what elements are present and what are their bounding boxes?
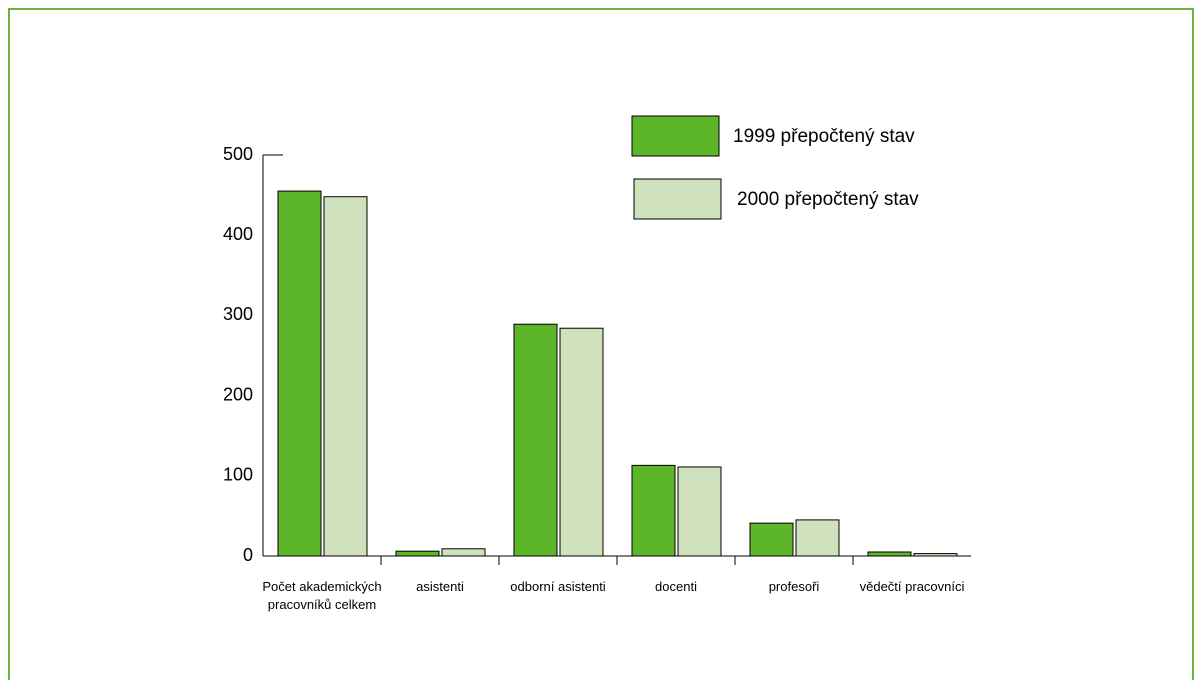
y-tick-label: 400 [223,224,253,244]
x-tick-label: docenti [655,579,697,594]
legend-label: 1999 přepočtený stav [733,126,915,147]
frame [8,8,1194,680]
y-tick-label: 200 [223,384,253,404]
bar [631,464,676,557]
bar [277,190,322,557]
y-tick-label: 300 [223,304,253,324]
legend-label: 2000 přepočtený stav [737,189,919,210]
x-tick-label: odborní asistenti [510,579,606,594]
bar [913,553,958,557]
bar [795,519,840,557]
bar [867,551,912,557]
bar [395,550,440,557]
bar [323,196,368,557]
legend-swatch [633,178,722,220]
y-tick-label: 0 [243,545,253,565]
x-tick-label: vědečtí pracovníci [859,579,965,594]
bar [513,323,558,557]
bar [559,327,604,557]
y-tick-label: 500 [223,144,253,164]
x-tick-label: profesoři [768,579,820,594]
bar [441,548,486,557]
x-tick-label: asistenti [416,579,464,594]
legend-swatch [631,115,720,157]
x-tick-label: Počet akademických pracovníků celkem [262,579,382,612]
bar [677,466,722,557]
y-tick-label: 100 [223,465,253,485]
bar [749,522,794,557]
